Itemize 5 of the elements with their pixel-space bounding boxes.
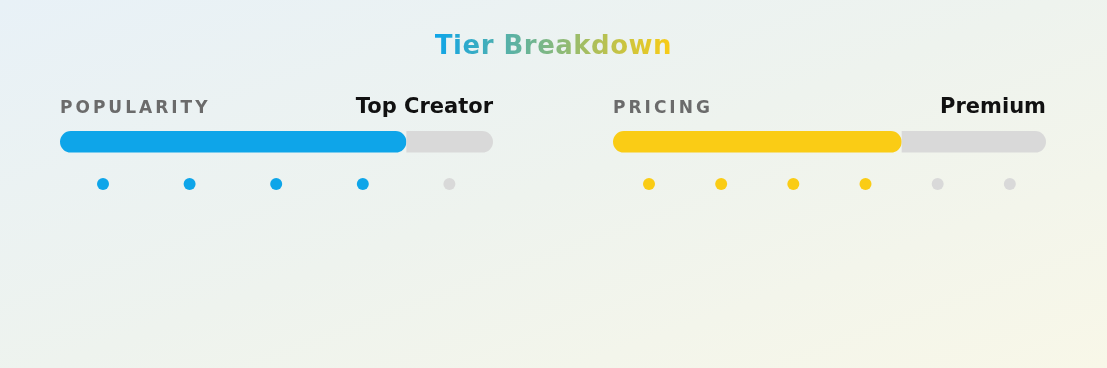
- chart-title: PRICING: [613, 97, 713, 117]
- chart-subtitle: Premium: [940, 94, 1046, 118]
- chart-subtitle: Top Creator: [355, 94, 493, 118]
- text: Tier Breakdown: [434, 30, 673, 60]
- chart-title: POPULARITY: [60, 97, 211, 117]
